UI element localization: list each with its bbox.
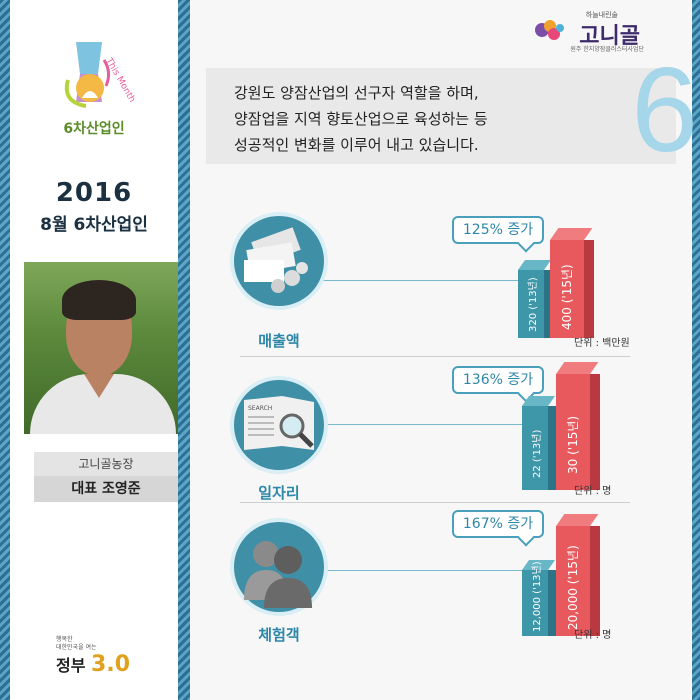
bar-2013: 22 ('13년) (522, 396, 556, 490)
gov-small-line-1: 행복한 (56, 636, 73, 643)
gov-small-line-2: 대한민국을 여는 (56, 644, 97, 651)
six-industry-badge-icon: This Month (64, 42, 137, 108)
row-divider (240, 356, 630, 357)
bar-2013-label: 320 ('13년) (528, 277, 539, 332)
main-content: 하늘내린술 고니골 원주 한지양잠클러스터사업단 강원도 양잠산업의 선구자 역… (190, 0, 698, 700)
stat-label: 일자리 (258, 484, 300, 502)
ceo-name: 대표 조영준 (34, 476, 178, 502)
row-connector-line (290, 424, 560, 425)
bar-2015-label: 30 ('15년) (566, 415, 580, 474)
row-connector-line (290, 570, 560, 571)
money-icon (230, 212, 328, 310)
intro-line-3: 성공적인 변화를 이루어 내고 있습니다. (234, 136, 479, 154)
increase-bubble: 167% 증가 (452, 510, 544, 538)
svg-text:SEARCH: SEARCH (248, 405, 272, 412)
brand-flower-icon (535, 20, 564, 40)
intro-line-1: 강원도 양잠산업의 선구자 역할을 하며, (234, 84, 479, 102)
bar-2015-label: 20,000 ('15년) (566, 545, 580, 630)
farmer-portrait-photo (24, 262, 182, 434)
stat-row-visitors: 체험객 167% 증가 12,000 ('13년) 20,000 ('15년) … (190, 504, 692, 654)
stat-row-revenue: 매출액 125% 증가 320 ('13년) 400 ('15년) 단위 : 백… (190, 200, 692, 350)
bar-2015: 20,000 ('15년) (556, 514, 600, 636)
intro-box: 강원도 양잠산업의 선구자 역할을 하며, 양잠업을 지역 향토산업으로 육성하… (206, 68, 676, 164)
year-title: 2016 (55, 178, 133, 208)
increase-bubble: 136% 증가 (452, 366, 544, 394)
row-connector-line (290, 280, 560, 281)
photo-hair (62, 280, 136, 320)
people-icon (230, 518, 328, 616)
stat-row-jobs: SEARCH 일자리 136% 증가 22 ('13년) 30 ('15년) 단… (190, 362, 692, 512)
bar-2015: 400 ('15년) (550, 228, 594, 338)
farm-name: 고니골농장 (34, 452, 178, 476)
brand-logo: 하늘내린술 고니골 원주 한지양잠클러스터사업단 (530, 8, 670, 53)
left-stripe-border (0, 0, 10, 700)
center-stripe-divider (178, 0, 190, 700)
brand-name: 고니골 (579, 24, 640, 49)
bar-2013: 12,000 ('13년) (522, 560, 556, 636)
stat-label: 매출액 (258, 332, 300, 350)
government-3-logo: 행복한 대한민국을 여는 정부 3.0 (56, 636, 146, 677)
sidebar: This Month 6차산업인 2016 8월 6차산업인 8월 6차산업인 … (10, 0, 182, 700)
brand-subtitle: 원주 한지양잠클러스터사업단 (570, 46, 644, 53)
row-divider (240, 502, 630, 503)
bar-2015: 30 ('15년) (556, 362, 600, 490)
gov-word: 정부 (56, 656, 86, 675)
unit-label: 단위 : 명 (574, 630, 612, 641)
intro-line-2: 양잠업을 지역 향토산업으로 육성하는 등 (234, 110, 488, 128)
newspaper-search-icon: SEARCH (230, 376, 328, 474)
stat-label: 체험객 (258, 626, 300, 644)
unit-label: 단위 : 백만원 (574, 338, 630, 349)
increase-bubble: 125% 증가 (452, 216, 544, 244)
bar-2013-label: 12,000 ('13년) (532, 561, 543, 632)
month-title: 8월 6차산업인 (40, 215, 148, 235)
month-title-reflection: 8월 6차산업인 (40, 219, 148, 230)
gov-title: 정부 3.0 (56, 652, 146, 677)
badge-label: 6차산업인 (63, 121, 125, 137)
bar-2013: 320 ('13년) (518, 260, 552, 338)
big-six-numeral: 6 (631, 43, 698, 177)
unit-label: 단위 : 명 (574, 486, 612, 497)
gov-number: 3.0 (91, 652, 131, 677)
brand-tagline: 하늘내린술 (585, 11, 618, 19)
right-stripe-border (692, 0, 700, 700)
bar-2015-label: 400 ('15년) (560, 264, 574, 330)
bar-2013-label: 22 ('13년) (532, 429, 543, 478)
